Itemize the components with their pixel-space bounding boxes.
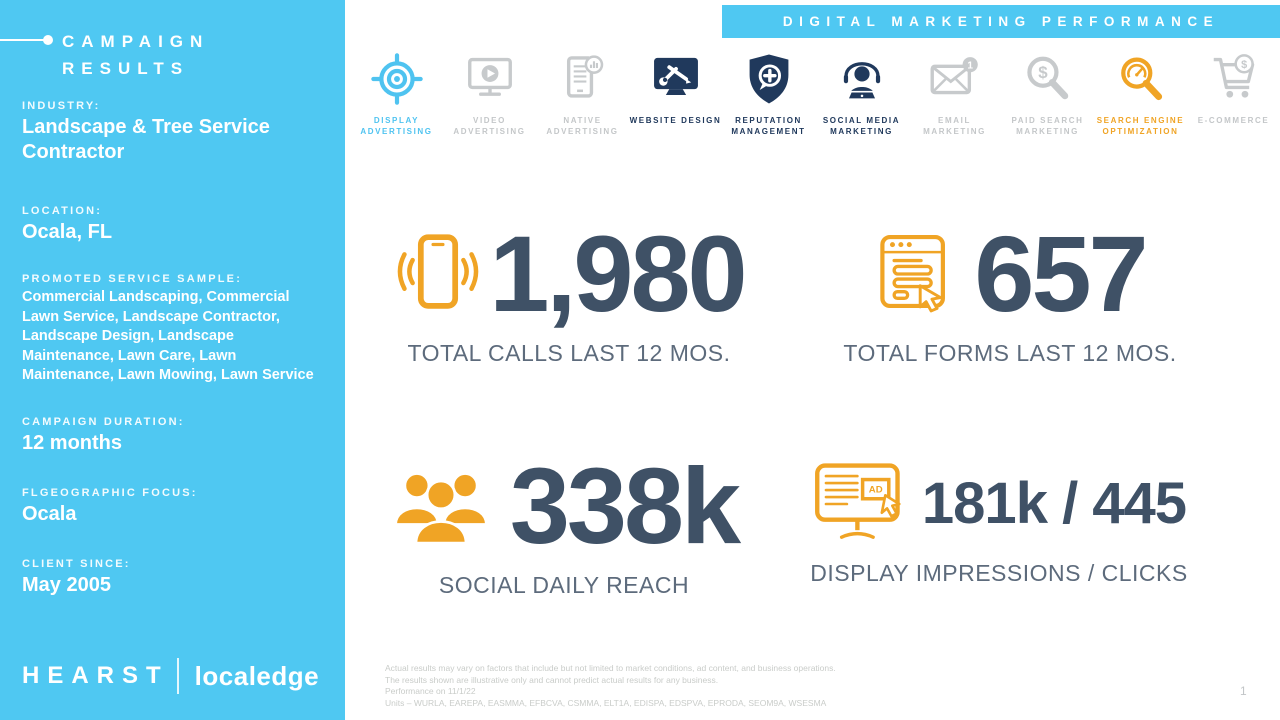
promoted-services-label: PROMOTED SERVICE SAMPLE: [22, 273, 243, 285]
envelope-badge-icon: 1 [930, 57, 978, 95]
location-label: LOCATION: [22, 205, 103, 217]
magnifier-gauge-icon [1120, 57, 1162, 101]
shield-plus-icon [749, 54, 788, 104]
header-title: DIGITAL MARKETING PERFORMANCE [782, 14, 1220, 29]
stat-total-calls: 1,980 TOTAL CALLS LAST 12 MOS. [383, 220, 755, 367]
ad-box-label: AD [869, 485, 883, 496]
industry-value: Landscape & Tree Service Contractor [22, 116, 270, 163]
target-icon [370, 53, 423, 105]
service-label: DISPLAY ADVERTISING [360, 116, 433, 136]
duration-label: CAMPAIGN DURATION: [22, 415, 185, 428]
video-monitor-icon [467, 57, 512, 96]
service-label: VIDEO ADVERTISING [453, 116, 526, 136]
ringing-phone-icon [398, 234, 479, 309]
service-display-advertising: DISPLAY ADVERTISING [350, 52, 443, 148]
page-title-line1: CAMPAIGN [62, 32, 210, 51]
support-agent-icon [843, 62, 880, 101]
units-list: Units – WURLA, EAREPA, EASMMA, EFBCVA, C… [385, 697, 827, 708]
location-value: Ocala, FL [22, 221, 113, 243]
display-ad-monitor-icon: AD [814, 463, 901, 539]
service-e-commerce: $ E-COMMERCE [1187, 52, 1280, 148]
service-native-advertising: NATIVE ADVERTISING [536, 52, 629, 148]
service-label: PAID SEARCH MARKETING [1011, 116, 1084, 136]
page-title-line2: RESULTS [62, 59, 190, 78]
cart-coin-icon: $ [1213, 54, 1254, 98]
page-number: 1 [1240, 684, 1247, 698]
performance-date: Performance on 11/1/22 [385, 686, 476, 696]
stat-display-impressions-clicks: AD 181k / 445 DISPLAY IMPRESSIONS / CLIC… [778, 460, 1220, 587]
stat-label: SOCIAL DAILY REACH [438, 572, 690, 598]
sidebar: CAMPAIGN RESULTS INDUSTRY: Landscape & T… [0, 0, 345, 720]
service-reputation-management: REPUTATION MANAGEMENT [722, 52, 815, 148]
service-social-media-marketing: SOCIAL MEDIA MARKETING [815, 52, 908, 148]
promoted-services-value: Commercial Landscaping, Commercial Lawn … [22, 289, 314, 383]
geographic-focus-label: FLGEOGRAPHIC FOCUS: [22, 486, 198, 499]
logo-divider [176, 658, 179, 694]
service-label: NATIVE ADVERTISING [546, 116, 619, 136]
stat-value: 657 [974, 213, 1148, 334]
service-label: EMAIL MARKETING [923, 116, 986, 136]
services-strip: DISPLAY ADVERTISING VIDEO ADVERTISING [350, 52, 1280, 148]
service-label: REPUTATION MANAGEMENT [731, 116, 806, 136]
service-label: E-COMMERCE [1197, 116, 1270, 125]
decorative-line-dot [0, 35, 53, 45]
stat-social-daily-reach: 338k SOCIAL DAILY REACH [358, 452, 770, 599]
stat-label: TOTAL CALLS LAST 12 MOS. [407, 340, 731, 366]
hearst-logo-text: HEARST [22, 662, 169, 689]
duration-value: 12 months [22, 431, 123, 454]
native-article-icon [566, 55, 603, 98]
geographic-focus-value: Ocala [22, 502, 77, 525]
stat-label: DISPLAY IMPRESSIONS / CLICKS [810, 560, 1188, 586]
service-label: SEARCH ENGINE OPTIMIZATION [1096, 116, 1185, 136]
people-group-icon [394, 472, 488, 545]
disclaimer-line: Actual results may vary on factors that … [385, 663, 836, 673]
service-video-advertising: VIDEO ADVERTISING [443, 52, 536, 148]
industry-label: INDUSTRY: [22, 100, 101, 112]
client-since-value: May 2005 [22, 573, 111, 596]
localedge-logo-text: localedge [194, 660, 320, 691]
service-search-engine-optimization: SEARCH ENGINE OPTIMIZATION [1094, 52, 1187, 148]
magnifier-dollar-icon: $ [1026, 56, 1068, 100]
page-title: CAMPAIGN RESULTS [62, 28, 345, 82]
service-label: WEBSITE DESIGN [629, 116, 722, 125]
disclaimer-line: The results shown are illustrative only … [385, 674, 719, 685]
client-since-label: CLIENT SINCE: [22, 557, 131, 570]
stat-value: 1,980 [489, 213, 747, 334]
stat-total-forms: 657 TOTAL FORMS LAST 12 MOS. [838, 220, 1182, 367]
stat-value: 338k [509, 445, 741, 566]
badge-count: 1 [967, 60, 973, 71]
web-form-icon [880, 234, 946, 313]
service-paid-search-marketing: $ PAID SEARCH MARKETING [1001, 52, 1094, 148]
disclaimer: Actual results may vary on factors that … [385, 663, 1165, 709]
campaign-fields: INDUSTRY: Landscape & Tree Service Contr… [22, 100, 325, 598]
dollar-glyph: $ [1038, 63, 1048, 82]
service-website-design: WEBSITE DESIGN [629, 52, 722, 148]
monitor-tools-icon [653, 57, 698, 96]
service-email-marketing: 1 EMAIL MARKETING [908, 52, 1001, 148]
dollar-glyph: $ [1241, 59, 1247, 71]
service-label: SOCIAL MEDIA MARKETING [822, 116, 901, 136]
header-banner: DIGITAL MARKETING PERFORMANCE [722, 5, 1280, 38]
stat-value: 181k / 445 [921, 471, 1187, 536]
hearst-localedge-logo: HEARST localedge [22, 658, 319, 694]
stat-label: TOTAL FORMS LAST 12 MOS. [843, 340, 1177, 366]
